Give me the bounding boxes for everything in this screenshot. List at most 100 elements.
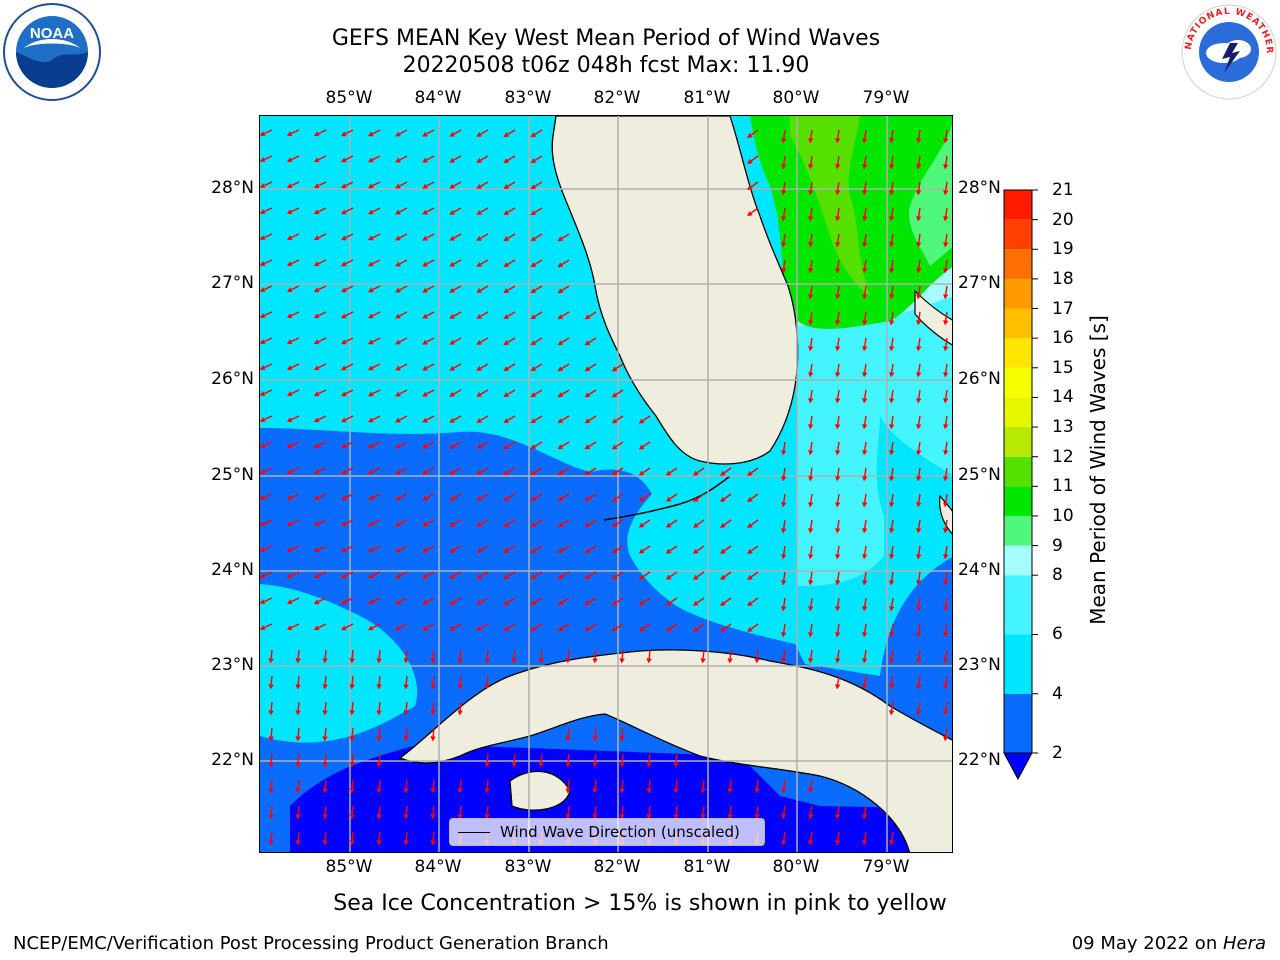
wind-wave-arrow	[422, 441, 435, 449]
wind-wave-arrow	[367, 571, 381, 579]
wind-wave-arrow	[457, 649, 463, 664]
wind-wave-arrow	[367, 441, 381, 449]
colorbar-segment	[1004, 427, 1032, 457]
colorbar-segment	[1004, 190, 1032, 220]
wind-wave-arrow	[530, 259, 543, 268]
wind-wave-arrow	[673, 779, 679, 794]
wind-wave-arrow	[349, 753, 355, 768]
wind-wave-arrow	[557, 571, 570, 580]
wind-wave-arrow	[395, 259, 408, 267]
wind-wave-arrow	[862, 259, 868, 274]
wind-wave-arrow	[422, 233, 435, 241]
wind-wave-arrow	[286, 129, 300, 137]
wind-wave-arrow	[503, 389, 516, 397]
wind-wave-arrow	[747, 181, 759, 190]
wind-wave-arrow	[916, 545, 922, 560]
wind-wave-arrow	[889, 623, 895, 638]
wind-wave-arrow	[781, 467, 787, 482]
wind-wave-arrow	[862, 493, 868, 508]
wind-wave-arrow	[916, 571, 922, 586]
wind-wave-arrow	[430, 805, 436, 820]
wind-wave-arrow	[295, 753, 301, 768]
wind-wave-arrow	[862, 181, 868, 196]
bahamas-land	[914, 289, 952, 346]
wind-wave-arrow	[430, 831, 436, 846]
wind-wave-arrow	[916, 389, 922, 404]
wind-wave-arrow	[943, 649, 949, 664]
wind-wave-arrow	[808, 571, 814, 586]
wind-wave-arrow	[322, 649, 328, 664]
wind-wave-arrow	[557, 467, 570, 476]
wind-wave-arrow	[449, 181, 462, 189]
wind-wave-arrow	[340, 389, 354, 397]
wind-wave-arrow	[503, 259, 516, 267]
florida-land	[551, 116, 799, 465]
wind-wave-arrow	[781, 155, 787, 170]
wind-wave-arrow	[286, 363, 300, 371]
wind-wave-arrow	[943, 337, 949, 352]
colorbar-segment	[1004, 486, 1032, 516]
wind-wave-arrow	[476, 311, 489, 319]
wind-wave-arrow	[476, 467, 489, 475]
wind-wave-arrow	[511, 649, 517, 664]
colorbar-segment	[1004, 278, 1032, 309]
wind-wave-arrow	[395, 285, 408, 293]
wind-wave-arrow	[862, 363, 868, 378]
wind-wave-arrow	[340, 493, 354, 501]
colorbar-tick-label: 17	[1052, 298, 1074, 319]
wind-wave-arrow	[584, 389, 597, 398]
wind-wave-arrow	[530, 467, 543, 476]
wind-wave-arrow	[449, 597, 462, 605]
wind-wave-arrow	[665, 597, 678, 606]
wind-wave-arrow	[592, 649, 598, 664]
colorbar-segment	[1004, 308, 1032, 339]
lat-label-right: 27°N	[958, 273, 1001, 293]
wind-wave-arrow	[476, 181, 489, 189]
wind-wave-arrow	[395, 623, 408, 631]
wind-wave-arrow	[720, 467, 732, 476]
wind-wave-arrow	[584, 415, 597, 424]
wind-wave-arrow	[503, 337, 516, 345]
wind-wave-arrow	[808, 285, 814, 300]
wind-wave-arrow	[835, 155, 841, 170]
wind-wave-arrow	[916, 285, 922, 300]
wind-wave-arrow	[611, 519, 624, 528]
wind-wave-arrow	[584, 597, 597, 606]
wind-wave-arrow	[693, 623, 705, 632]
lon-label-top: 82°W	[593, 88, 641, 108]
lat-label-left: 22°N	[211, 750, 254, 770]
wind-wave-arrow	[367, 519, 381, 527]
wind-wave-arrow	[781, 545, 787, 560]
wind-wave-arrow	[503, 155, 516, 163]
wind-wave-arrow	[476, 233, 489, 241]
wind-wave-arrow	[422, 467, 435, 475]
wind-wave-arrow	[322, 701, 328, 716]
wind-wave-arrow	[693, 545, 705, 554]
wind-wave-arrow	[295, 701, 301, 716]
wind-wave-arrow	[943, 545, 949, 560]
wind-wave-arrow	[943, 181, 949, 196]
wind-wave-arrow	[943, 623, 949, 638]
wind-wave-arrow	[889, 285, 895, 300]
wind-wave-arrow	[340, 259, 354, 267]
wind-wave-arrow	[835, 467, 841, 482]
wind-wave-arrow	[268, 701, 274, 716]
wind-wave-arrow	[286, 545, 300, 553]
wind-wave-arrow	[611, 467, 624, 476]
isla-juventud-land	[509, 770, 571, 811]
wind-wave-arrow	[503, 363, 516, 371]
wind-wave-arrow	[565, 779, 571, 794]
wind-wave-arrow	[349, 701, 355, 716]
wind-wave-arrow	[476, 363, 489, 371]
wind-wave-arrow	[747, 545, 759, 554]
wind-wave-arrow	[449, 519, 462, 527]
wind-wave-arrow	[619, 727, 625, 742]
wind-wave-arrow	[611, 597, 624, 606]
wind-wave-arrow	[916, 649, 922, 664]
wind-wave-arrow	[286, 467, 300, 475]
wind-wave-arrow	[295, 649, 301, 664]
lat-label-right: 22°N	[958, 750, 1001, 770]
wind-wave-arrow	[395, 597, 408, 605]
wind-wave-arrow	[747, 493, 759, 502]
noaa-logo-text: NOAA	[30, 25, 74, 42]
